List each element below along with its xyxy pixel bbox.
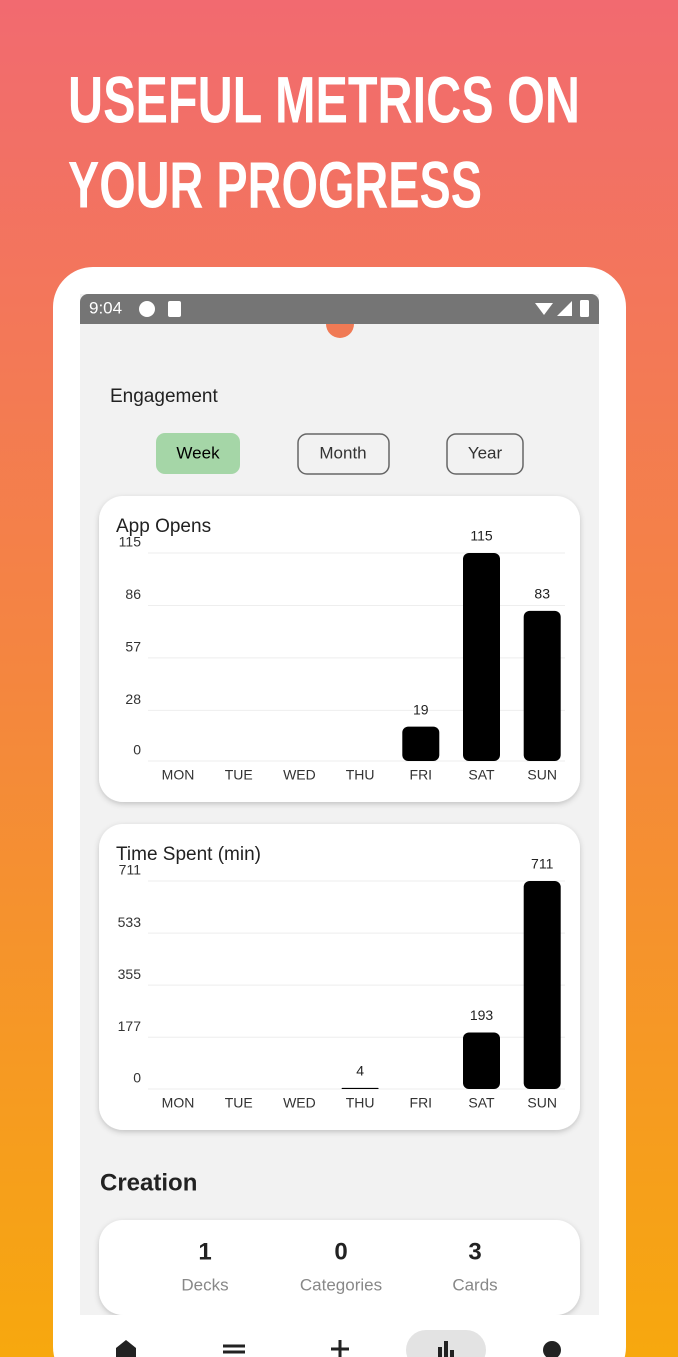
x-tick-label: TUE (225, 1095, 253, 1111)
bar (463, 553, 500, 761)
chart-card (99, 824, 580, 1130)
y-tick-label: 533 (118, 914, 142, 930)
status-icon (139, 301, 155, 317)
stat-value: 0 (334, 1238, 347, 1265)
chart-title: App Opens (116, 516, 211, 537)
y-tick-label: 177 (118, 1018, 142, 1034)
nav-add[interactable] (331, 1340, 349, 1357)
bar (402, 726, 440, 761)
x-tick-label: TUE (225, 767, 253, 783)
tab-label[interactable]: Month (319, 443, 366, 462)
y-tick-label: 0 (133, 1070, 141, 1086)
x-tick-label: WED (283, 1095, 316, 1111)
pull-indicator (326, 324, 354, 338)
y-tick-label: 355 (118, 966, 142, 982)
tab-label[interactable]: Week (176, 443, 220, 462)
x-tick-label: WED (283, 767, 316, 783)
bar (341, 1087, 379, 1089)
stat-value: 1 (198, 1238, 211, 1265)
value-label: 193 (470, 1007, 494, 1023)
value-label: 711 (531, 856, 554, 872)
stat-label: Decks (181, 1275, 228, 1294)
x-tick-label: SUN (527, 1095, 557, 1111)
bar (523, 610, 561, 761)
signal-icon (557, 301, 572, 316)
chart-card (99, 496, 580, 802)
chart-title: Time Spent (min) (116, 844, 261, 865)
x-tick-label: SAT (468, 767, 495, 783)
battery-icon (580, 300, 589, 317)
y-tick-label: 0 (133, 742, 141, 758)
x-tick-label: THU (346, 767, 375, 783)
bar (463, 1032, 500, 1089)
x-tick-label: MON (162, 1095, 195, 1111)
x-tick-label: THU (346, 1095, 375, 1111)
y-tick-label: 711 (119, 862, 142, 878)
status-bar (80, 310, 599, 324)
value-label: 19 (413, 701, 429, 717)
y-tick-label: 57 (125, 639, 141, 655)
stats: 1 Decks 0 Categories 3 Cards (181, 1238, 497, 1294)
headline: USEFUL METRICS ON (68, 62, 580, 136)
x-tick-label: FRI (410, 767, 433, 783)
nav-settings[interactable] (543, 1341, 561, 1357)
nav-home[interactable] (116, 1340, 136, 1357)
value-label: 4 (356, 1063, 364, 1079)
status-time: 9:04 (89, 298, 122, 317)
x-tick-label: SAT (468, 1095, 495, 1111)
section-title: Creation (100, 1169, 197, 1196)
stat-label: Cards (452, 1275, 497, 1294)
nav-stats[interactable] (438, 1341, 454, 1357)
x-tick-label: FRI (410, 1095, 433, 1111)
y-tick-label: 86 (125, 586, 141, 602)
y-tick-label: 115 (119, 534, 142, 550)
x-tick-label: MON (162, 767, 195, 783)
headline: YOUR PROGRESS (68, 147, 482, 221)
tab-label[interactable]: Year (468, 443, 503, 462)
x-tick-label: SUN (527, 767, 557, 783)
wifi-icon (535, 303, 553, 315)
status-icon (168, 301, 181, 317)
nav-list[interactable] (223, 1344, 245, 1354)
tab[interactable] (156, 433, 240, 474)
stats-card (99, 1220, 580, 1315)
section-title: Engagement (110, 386, 218, 407)
charts: App Opens 0 28 57 86 115 MON TUE WED THU FRI 19 SAT 1… (99, 496, 580, 1130)
bar (523, 881, 561, 1089)
stat-value: 3 (468, 1238, 481, 1265)
value-label: 83 (534, 586, 550, 602)
stat-label: Categories (300, 1275, 382, 1294)
value-label: 115 (470, 528, 493, 544)
y-tick-label: 28 (125, 691, 141, 707)
tab[interactable] (297, 433, 390, 475)
tab[interactable] (446, 433, 524, 475)
